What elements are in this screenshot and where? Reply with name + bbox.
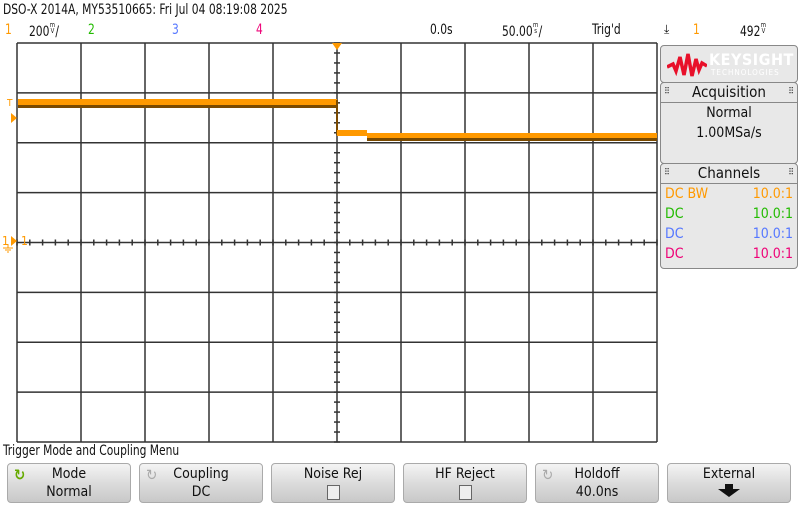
softkey-label: Noise Rej (303, 466, 363, 482)
checkbox-icon[interactable] (458, 485, 472, 500)
softkey-external[interactable]: External (667, 463, 791, 503)
waveform-high-shadow (18, 105, 337, 108)
arrow-down-icon (718, 484, 740, 497)
ch2-label[interactable]: 2 (88, 22, 95, 38)
side-panel: KEYSIGHT TECHNOLOGIES ⠿ Acquisition ⠿ Norm… (658, 43, 800, 271)
center-ticks (16, 42, 658, 443)
channel-row-4[interactable]: DC 10.0:1 (661, 244, 797, 264)
time-delay[interactable]: 0.0s (430, 22, 453, 38)
acquisition-panel[interactable]: ⠿ Acquisition ⠿ Normal 1.00MSa/s (660, 82, 798, 164)
ch3-coupling: DC (665, 226, 684, 242)
ch1-waveform-label: 1 (21, 234, 28, 248)
sample-rate: 1.00MSa/s (696, 125, 762, 141)
trigger-level-marker[interactable]: T (7, 98, 13, 109)
rotate-knob-icon: ↻ (542, 466, 554, 484)
softkey-hf-reject[interactable]: HF Reject (403, 463, 527, 503)
channel-row-3[interactable]: DC 10.0:1 (661, 224, 797, 244)
softkey-noise-rej[interactable]: Noise Rej (271, 463, 395, 503)
ch1-ground-marker[interactable]: 1 (2, 234, 9, 248)
rotate-knob-icon: ↻ (14, 466, 26, 484)
trigger-level-value: 492 (740, 24, 761, 40)
menu-title: Trigger Mode and Coupling Menu (3, 443, 180, 459)
ch2-coupling: DC (665, 206, 684, 222)
per-division: / (538, 24, 543, 40)
ch1-coupling: DC BW (665, 186, 709, 202)
logo-sub: TECHNOLOGIES (711, 68, 780, 77)
keysight-logo: KEYSIGHT TECHNOLOGIES (660, 45, 798, 83)
per-division: / (55, 24, 60, 40)
ch1-scale[interactable]: 200m V/ (29, 21, 60, 41)
rotate-knob-icon: ↻ (146, 466, 158, 484)
ch4-probe: 10.0:1 (752, 246, 793, 262)
channels-title: Channels (697, 164, 761, 182)
logo-name: KEYSIGHT (709, 50, 794, 69)
ch3-label[interactable]: 3 (172, 22, 179, 38)
waveform-step-edge (336, 100, 338, 135)
channels-panel[interactable]: ⠿ Channels ⠿ DC BW 10.0:1 DC 10.0:1 DC 10.0:1… (660, 163, 798, 269)
softkey-value: DC (191, 484, 211, 500)
trigger-level-arrow-icon (11, 113, 17, 123)
softkey-label: Coupling (173, 466, 229, 482)
softkey-label: External (702, 466, 756, 482)
time-scale-value: 50.00 (502, 24, 533, 40)
acquisition-mode: Normal (706, 105, 752, 121)
softkey-label: Mode (51, 466, 87, 482)
trigger-position-marker (332, 43, 342, 50)
checkbox-icon[interactable] (326, 485, 340, 500)
softkey-holdoff[interactable]: ↻ Holdoff 40.0ns (535, 463, 659, 503)
trigger-source[interactable]: 1 (693, 22, 700, 38)
channel-row-1[interactable]: DC BW 10.0:1 (661, 184, 797, 204)
waveform-low-segment-1 (337, 130, 367, 136)
ch4-coupling: DC (665, 246, 684, 262)
ch1-scale-value: 200 (29, 24, 50, 40)
ch1-ground-symbol (3, 244, 13, 253)
trigger-level[interactable]: 492m V (740, 21, 767, 41)
keysight-wave-icon (667, 53, 707, 77)
acquisition-title: Acquisition (692, 83, 766, 101)
softkey-value: 40.0ns (575, 484, 619, 500)
waveform-ch1 (18, 99, 657, 141)
softkey-mode[interactable]: ↻ Mode Normal (7, 463, 131, 503)
ch4-label[interactable]: 4 (256, 22, 263, 38)
channel-row-2[interactable]: DC 10.0:1 (661, 204, 797, 224)
waveform-low-shadow (367, 138, 657, 141)
time-scale[interactable]: 50.00m s / (502, 21, 543, 41)
ch1-probe: 10.0:1 (752, 186, 793, 202)
window-title: DSO-X 2014A, MY53510665: Fri Jul 04 08:1… (3, 2, 288, 18)
ch3-probe: 10.0:1 (752, 226, 793, 242)
softkey-value: Normal (46, 484, 92, 500)
trigger-status: Trig'd (592, 22, 621, 38)
softkey-label: Holdoff (574, 466, 620, 482)
falling-edge-icon[interactable]: ⤓ (664, 22, 670, 36)
softkey-label: HF Reject (435, 466, 495, 482)
waveform-low-segment-2 (367, 133, 657, 139)
ch1-ground-arrow-icon (11, 236, 17, 246)
softkey-coupling[interactable]: ↻ Coupling DC (139, 463, 263, 503)
waveform-high-segment (18, 99, 337, 107)
ch2-probe: 10.0:1 (752, 206, 793, 222)
ch1-label[interactable]: 1 (5, 22, 12, 38)
